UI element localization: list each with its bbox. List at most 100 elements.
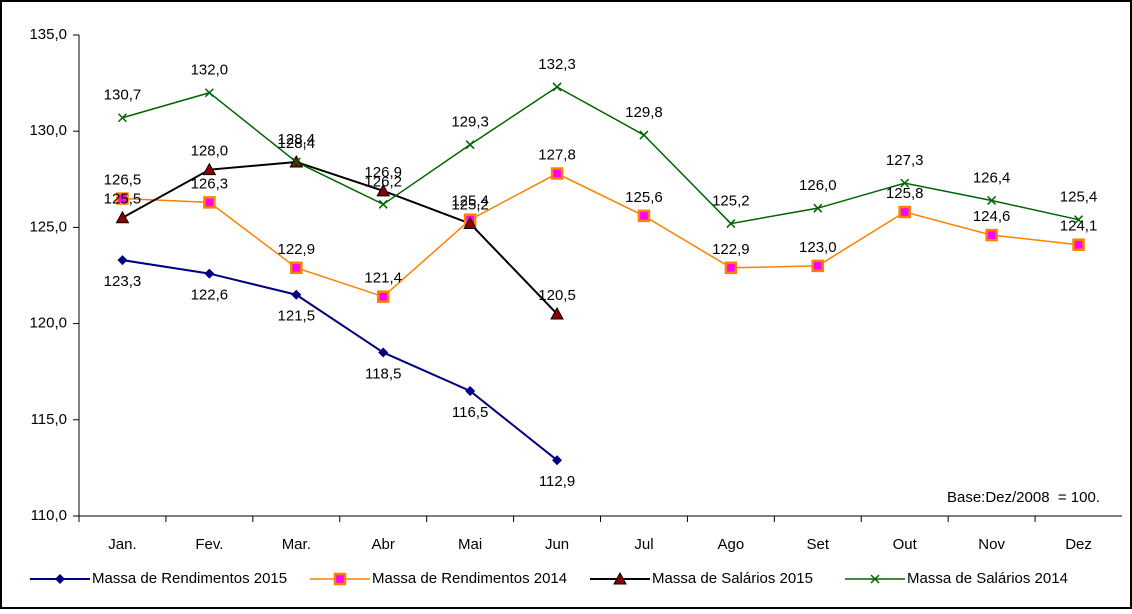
y-tick-label: 130,0: [29, 122, 67, 139]
marker: [55, 574, 65, 584]
marker: [291, 289, 302, 300]
data-label: 128,4: [278, 131, 316, 148]
x-tick-label: Dez: [1065, 536, 1092, 553]
data-label: 122,9: [278, 241, 316, 258]
series-line: [122, 86, 1079, 225]
data-label: 121,5: [278, 308, 316, 325]
marker: [552, 82, 562, 92]
legend-item: Massa de Rendimentos 2014: [310, 570, 567, 587]
y-tick-label: 115,0: [31, 411, 67, 428]
legend-item: Massa de Salários 2015: [590, 570, 813, 587]
marker: [202, 162, 217, 176]
legend-item: Massa de Salários 2014: [845, 570, 1068, 587]
marker: [378, 199, 388, 209]
marker: [291, 157, 301, 167]
x-tick-label: Mar.: [282, 536, 311, 553]
marker: [290, 261, 303, 275]
data-label: 132,3: [538, 56, 576, 73]
data-label: 132,0: [191, 62, 229, 79]
marker: [117, 113, 127, 123]
data-label: 123,3: [104, 273, 142, 290]
series-line: [122, 172, 1079, 298]
x-tick-label: Jul: [634, 536, 653, 553]
x-tick-label: Nov: [978, 536, 1005, 553]
x-tick-label: Mai: [458, 536, 482, 553]
series-line: [121, 160, 558, 315]
data-label: 125,2: [451, 197, 489, 214]
legend-label: Massa de Salários 2015: [652, 570, 813, 587]
legend-label: Massa de Rendimentos 2014: [372, 570, 567, 587]
marker: [613, 571, 627, 585]
data-label: 126,5: [104, 172, 142, 189]
marker: [1074, 215, 1084, 225]
marker: [1072, 238, 1085, 251]
data-label: 122,9: [712, 241, 750, 258]
x-tick-label: Jun: [545, 536, 569, 553]
y-tick-label: 135,0: [29, 26, 67, 43]
marker: [115, 210, 130, 224]
data-label: 112,9: [539, 473, 575, 490]
data-label: 128,4: [278, 135, 316, 152]
marker: [898, 205, 911, 219]
data-label: 118,5: [365, 365, 401, 382]
data-label: 127,8: [538, 146, 576, 163]
x-tick-label: Abr: [372, 536, 395, 553]
data-label: 126,3: [191, 175, 229, 192]
marker: [204, 88, 214, 98]
marker: [870, 574, 880, 584]
data-label: 126,4: [973, 169, 1011, 186]
marker: [376, 290, 390, 303]
marker: [639, 130, 649, 140]
marker: [813, 203, 823, 213]
data-label: 122,6: [191, 287, 229, 304]
data-label: 124,6: [973, 208, 1011, 225]
marker: [552, 455, 563, 466]
marker: [724, 261, 738, 275]
data-label: 124,1: [1060, 218, 1098, 235]
marker: [900, 178, 910, 188]
marker: [811, 259, 825, 273]
data-label: 125,8: [886, 185, 924, 202]
series-line: [122, 259, 558, 461]
marker: [465, 140, 475, 150]
legend-label: Massa de Rendimentos 2015: [92, 570, 287, 587]
marker: [985, 228, 998, 242]
marker: [204, 268, 215, 279]
marker: [376, 183, 391, 197]
annotation: Base:Dez/2008 = 100.: [947, 489, 1100, 506]
data-label: 129,8: [625, 104, 663, 121]
marker: [465, 385, 476, 396]
x-tick-label: Fev.: [195, 536, 223, 553]
data-label: 129,3: [451, 114, 489, 131]
data-label: 126,0: [799, 177, 837, 194]
data-label: 121,4: [364, 270, 402, 287]
marker: [203, 196, 216, 209]
marker: [726, 219, 736, 229]
marker: [378, 347, 389, 358]
x-tick-label: Set: [807, 536, 830, 553]
x-tick-label: Out: [893, 536, 918, 553]
marker: [117, 255, 128, 266]
data-label: 127,3: [886, 152, 924, 169]
data-label: 123,0: [799, 239, 837, 256]
marker: [550, 306, 564, 320]
marker: [637, 209, 651, 223]
marker: [333, 572, 347, 586]
data-label: 126,9: [364, 164, 402, 181]
legend-item: Massa de Rendimentos 2015: [30, 570, 287, 587]
data-label: 130,7: [104, 87, 142, 104]
data-label: 126,2: [364, 173, 402, 190]
y-tick-label: 125,0: [29, 218, 67, 235]
y-tick-label: 110,0: [31, 507, 67, 524]
marker: [550, 167, 564, 180]
marker: [463, 216, 477, 230]
data-label: 120,5: [538, 287, 576, 304]
data-label: 125,4: [1060, 189, 1098, 206]
data-label: 125,4: [451, 193, 489, 210]
data-label: 116,5: [452, 404, 488, 421]
data-label: 125,2: [712, 193, 750, 210]
data-label: 125,6: [625, 189, 663, 206]
marker: [987, 195, 997, 205]
